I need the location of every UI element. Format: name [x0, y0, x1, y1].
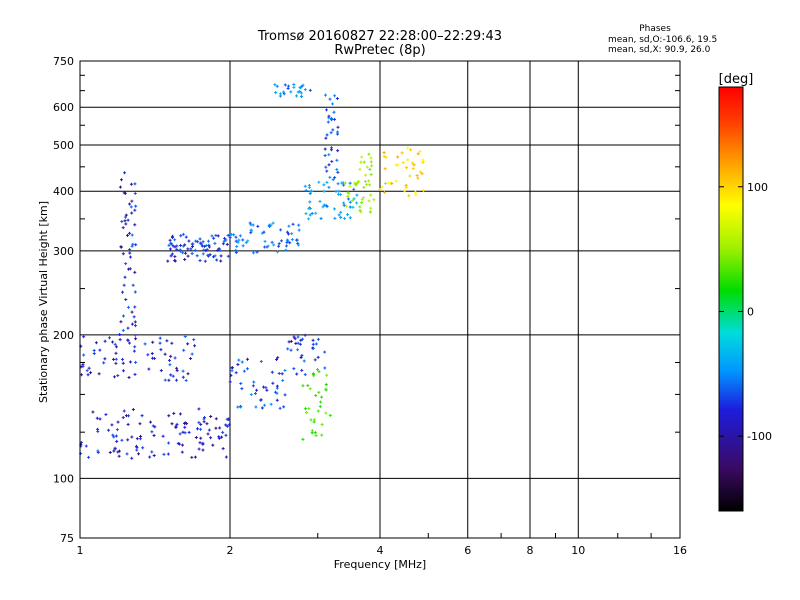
y-axis-ticks: 75 100 200 300 400 500 600 750 [53, 55, 680, 545]
colorbar-label: [deg] [719, 72, 754, 87]
y-axis-label: Stationary phase Virtual Height [km] [37, 201, 50, 403]
y-tick-label: 500 [53, 139, 74, 152]
stats-o-line: mean, sd,O:-106.6, 19.5 [608, 35, 717, 45]
x-tick-label: 4 [377, 544, 384, 557]
chart-title: Tromsø 20160827 22:28:00–22:29:43 [257, 29, 502, 44]
x-tick-label: 2 [227, 544, 234, 557]
colorbar-ticks: 100 0 -100 [719, 181, 772, 443]
y-tick-label: 400 [53, 185, 74, 198]
stats-heading: Phases [639, 24, 671, 34]
y-tick-label: 600 [53, 101, 74, 114]
x-tick-label: 16 [673, 544, 687, 557]
data-points [79, 82, 426, 460]
x-axis-label: Frequency [MHz] [334, 558, 426, 571]
colorbar [718, 86, 744, 512]
y-tick-label: 750 [53, 55, 74, 68]
x-tick-label: 10 [571, 544, 585, 557]
stats-x-line: mean, sd,X: 90.9, 26.0 [608, 45, 711, 55]
colorbar-tick-label: -100 [747, 430, 772, 443]
y-tick-label: 300 [53, 245, 74, 258]
x-tick-label: 1 [77, 544, 84, 557]
y-tick-label: 75 [60, 532, 74, 545]
plot-frame [79, 60, 681, 539]
chart-subtitle: RwPretec (8p) [334, 43, 425, 58]
x-tick-label: 6 [464, 544, 471, 557]
x-tick-label: 8 [527, 544, 534, 557]
y-tick-label: 200 [53, 329, 74, 342]
colorbar-tick-label: 100 [747, 181, 768, 194]
colorbar-tick-label: 0 [747, 305, 754, 318]
y-tick-label: 100 [53, 472, 74, 485]
x-axis-ticks: 1 2 4 6 8 10 16 [77, 533, 687, 557]
